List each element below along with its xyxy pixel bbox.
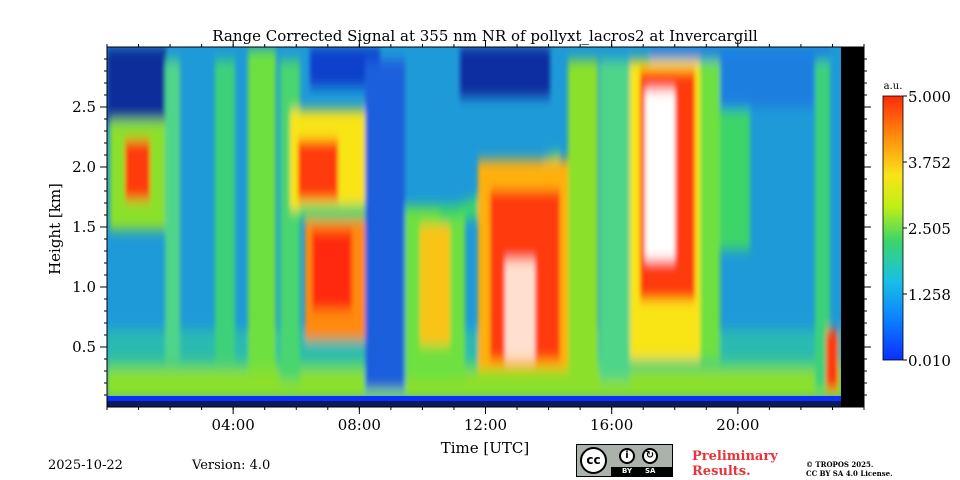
x-tick-label: 12:00 bbox=[464, 416, 507, 434]
cc-license-badge: cc i ↻ BY SA bbox=[576, 444, 673, 477]
x-tick-label: 04:00 bbox=[212, 416, 255, 434]
ground-band bbox=[107, 396, 842, 402]
results-label: Results. bbox=[692, 464, 751, 479]
x-tick-label: 16:00 bbox=[590, 416, 633, 434]
colorbar-tick-label: 5.000 bbox=[908, 88, 951, 106]
y-tick-label: 1.0 bbox=[72, 278, 96, 296]
axes: 04:00 08:00 12:00 16:00 20:00 0.5 1.0 1.5 2.0 2.5 bbox=[72, 40, 871, 434]
colorbar-ticks: 0.010 1.258 2.505 3.752 5.000 bbox=[903, 88, 951, 370]
preliminary-note: Preliminary Results. bbox=[692, 449, 778, 479]
cc-logo: cc bbox=[580, 447, 607, 474]
colorbar-tick-label: 2.505 bbox=[908, 220, 951, 238]
colorbar-tick-label: 3.752 bbox=[908, 154, 951, 172]
attribution-icon: i bbox=[619, 448, 635, 464]
x-tick-label: 08:00 bbox=[338, 416, 381, 434]
heatmap-field bbox=[107, 47, 864, 407]
y-tick-label: 2.0 bbox=[72, 158, 96, 176]
license-sa-label: SA bbox=[645, 467, 656, 475]
signal-structures bbox=[107, 47, 842, 400]
no-data-region bbox=[841, 47, 864, 407]
preliminary-label: Preliminary bbox=[692, 449, 778, 464]
colorbar-tick-label: 0.010 bbox=[908, 352, 951, 370]
y-tick-label: 0.5 bbox=[72, 338, 96, 356]
version-label: Version: 4.0 bbox=[192, 458, 271, 473]
share-alike-icon: ↻ bbox=[642, 448, 658, 464]
colorbar-unit: a.u. bbox=[884, 81, 903, 92]
x-tick-label: 20:00 bbox=[716, 416, 759, 434]
colorbar-tick-label: 1.258 bbox=[908, 286, 951, 304]
copyright-line-2: CC BY SA 4.0 License. bbox=[806, 469, 893, 478]
ground-dark-band bbox=[107, 401, 842, 407]
y-tick-label: 2.5 bbox=[72, 98, 96, 116]
license-by-label: BY bbox=[622, 467, 633, 475]
y-tick-label: 1.5 bbox=[72, 218, 96, 236]
copyright-line-1: © TROPOS 2025. bbox=[806, 460, 874, 469]
license-bar bbox=[611, 467, 672, 476]
date-label: 2025-10-22 bbox=[48, 458, 123, 473]
y-axis-label: Height [km] bbox=[46, 183, 64, 275]
x-axis-label: Time [UTC] bbox=[441, 439, 530, 457]
colorbar bbox=[882, 95, 904, 361]
copyright: © TROPOS 2025. CC BY SA 4.0 License. bbox=[806, 460, 893, 478]
chart-title: Range Corrected Signal at 355 nm NR of p… bbox=[212, 27, 758, 45]
